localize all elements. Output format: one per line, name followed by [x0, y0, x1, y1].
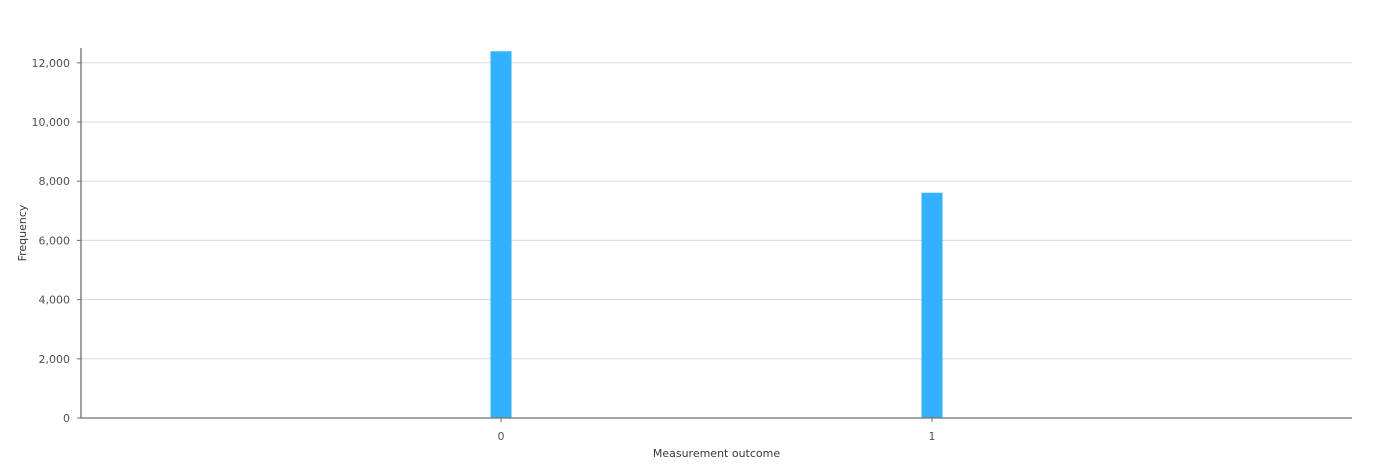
x-tick-label: 0	[498, 430, 505, 443]
grid-lines	[81, 62, 1352, 360]
y-tick-label: 6,000	[39, 234, 71, 247]
bar-0	[490, 51, 512, 418]
x-tick-label: 1	[929, 430, 936, 443]
y-tick-label: 10,000	[32, 116, 71, 129]
y-tick-label: 2,000	[39, 353, 71, 366]
y-axis-label: Frequency	[16, 204, 29, 261]
y-tick-label: 0	[63, 412, 70, 425]
y-tick-label: 8,000	[39, 175, 71, 188]
bar-1	[921, 192, 943, 418]
bars	[490, 51, 943, 418]
y-tick-label: 12,000	[32, 57, 71, 70]
y-tick-labels: 0 2,000 4,000 6,000 8,000 10,000 12,000	[32, 57, 81, 425]
x-axis-label: Measurement outcome	[653, 447, 781, 460]
y-tick-label: 4,000	[39, 294, 71, 307]
